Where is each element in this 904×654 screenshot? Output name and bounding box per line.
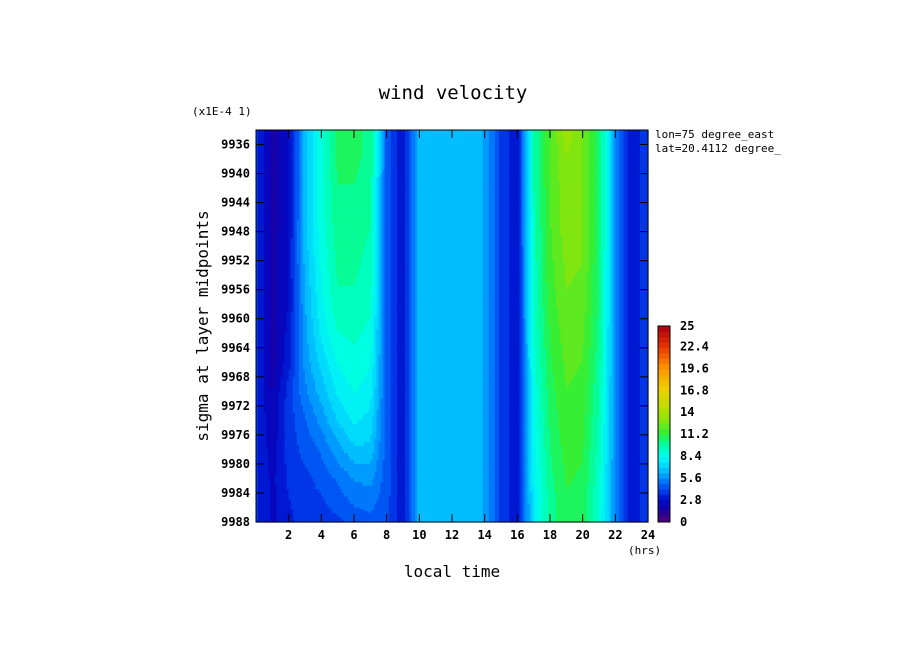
x-axis-label: local time <box>404 562 500 581</box>
x-unit-label: (hrs) <box>628 544 661 557</box>
annotation-lat: lat=20.4112 degree_ <box>655 142 781 155</box>
heatmap-plot-area <box>256 130 649 523</box>
y-axis-label: sigma at layer midpoints <box>193 210 212 441</box>
y-scale-note: (x1E-4 1) <box>192 105 252 118</box>
chart-title: wind velocity <box>379 82 528 104</box>
annotation-lon: lon=75 degree_east <box>655 128 774 141</box>
